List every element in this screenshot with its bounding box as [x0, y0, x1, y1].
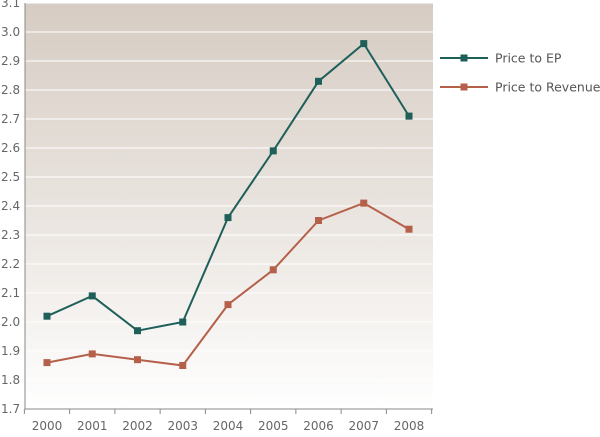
data-point-1-2004 [224, 301, 232, 309]
data-point-0-2007 [360, 40, 368, 48]
x-tick-label-2007: 2007 [348, 419, 379, 432]
data-point-0-2002 [134, 327, 141, 335]
data-point-0-2001 [88, 292, 96, 300]
x-tick-label-2003: 2003 [167, 419, 198, 432]
data-point-1-2005 [269, 266, 277, 274]
y-tick-label-2.7: 2.7 [1, 112, 20, 126]
y-tick-label-2.8: 2.8 [1, 83, 20, 97]
y-tick-label-3.1: 3.1 [1, 0, 20, 10]
y-tick-label-2.5: 2.5 [1, 170, 20, 184]
y-tick-label-2.1: 2.1 [1, 286, 20, 300]
x-tick-label-2001: 2001 [77, 419, 108, 432]
data-point-1-2006 [315, 217, 322, 224]
y-tick-label-2.2: 2.2 [1, 257, 20, 271]
y-tick-label-1.7: 1.7 [1, 402, 20, 416]
data-point-0-2005 [269, 147, 277, 155]
data-point-1-2001 [88, 350, 96, 358]
x-tick-label-2004: 2004 [213, 419, 244, 432]
data-point-1-2002 [134, 356, 141, 364]
data-point-0-2006 [315, 77, 322, 85]
data-point-0-2003 [179, 318, 187, 326]
y-tick-label-2.3: 2.3 [1, 228, 20, 242]
series-group [43, 40, 413, 369]
data-point-1-2003 [179, 362, 187, 369]
legend: Price to EP Price to Revenue [440, 51, 600, 95]
y-tick-label-2.4: 2.4 [1, 199, 20, 213]
x-tick-label-2002: 2002 [122, 419, 153, 432]
legend-swatch-marker-0 [460, 54, 468, 62]
y-tick-label-2.9: 2.9 [1, 54, 20, 68]
y-tick-label-2.6: 2.6 [1, 141, 20, 155]
gridlines [25, 2, 433, 381]
y-tick-label-3.0: 3.0 [1, 25, 20, 39]
legend-label-0: Price to EP [495, 51, 562, 66]
data-point-1-2000 [43, 359, 51, 367]
data-point-0-2000 [43, 312, 51, 320]
x-tick-label-2005: 2005 [258, 419, 289, 432]
y-tick-label-2.0: 2.0 [1, 315, 20, 329]
legend-label-1: Price to Revenue [495, 80, 600, 95]
legend-swatch-marker-1 [460, 83, 468, 91]
y-tick-label-1.8: 1.8 [1, 373, 20, 387]
x-tick-label-2006: 2006 [303, 419, 334, 432]
axes: 1.7 1.8 1.9 2.0 2.1 2.2 2.3 2.4 2.5 2.6 2.7 2.8 2.9 3… [1, 0, 433, 433]
data-point-1-2007 [360, 199, 368, 207]
x-tick-label-2008: 2008 [394, 419, 425, 432]
data-point-1-2008 [405, 225, 413, 233]
data-point-0-2004 [224, 214, 232, 222]
data-point-0-2008 [405, 112, 413, 120]
y-tick-label-1.9: 1.9 [1, 344, 20, 358]
x-tick-label-2000: 2000 [32, 419, 63, 432]
